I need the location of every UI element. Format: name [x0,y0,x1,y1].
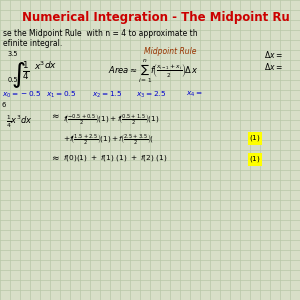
Text: $(1)$: $(1)$ [249,133,261,143]
Text: 0.5: 0.5 [8,76,18,82]
Text: Midpoint Rule: Midpoint Rule [144,46,196,56]
Text: $x^3$: $x^3$ [34,59,46,71]
Text: $+ f\!\left(\frac{1.5+2.5}{2}\right)\!(1) + f\!\left(\frac{2.5+3.5}{2}\right)\!(: $+ f\!\left(\frac{1.5+2.5}{2}\right)\!(1… [63,132,154,146]
Text: $\approx$: $\approx$ [50,153,60,162]
Text: $f(0)(1)\ +\ f(1)\ (1)\ +\ f(2)\ (1)$: $f(0)(1)\ +\ f(1)\ (1)\ +\ f(2)\ (1)$ [63,153,167,163]
Text: $f\!\left(\frac{-0.5+0.5}{2}\right)\!(1) + f\!\left(\frac{0.5+1.5}{2}\right)\!(1: $f\!\left(\frac{-0.5+0.5}{2}\right)\!(1)… [63,112,159,126]
Text: efinite integral.: efinite integral. [3,39,62,48]
Text: $(1)$: $(1)$ [249,154,261,164]
Text: $\int$: $\int$ [11,60,26,90]
Text: 6: 6 [2,102,6,108]
Text: $x_4 =$: $x_4 =$ [186,90,203,99]
Text: $x_0 = -0.5$: $x_0 = -0.5$ [2,90,41,100]
Text: $dx$: $dx$ [44,59,58,70]
Text: 3.5: 3.5 [8,51,18,57]
Text: $\Delta x =$: $\Delta x =$ [264,61,283,73]
Text: Numerical Integration - The Midpoint Ru: Numerical Integration - The Midpoint Ru [22,11,290,23]
Text: $x_2 = 1.5$: $x_2 = 1.5$ [92,90,122,100]
Text: $\frac{1}{4}x^3 dx$: $\frac{1}{4}x^3 dx$ [6,114,32,130]
Text: $x_1 = 0.5$: $x_1 = 0.5$ [46,90,76,100]
Text: $x_3 = 2.5$: $x_3 = 2.5$ [136,90,166,100]
Text: $\Delta x =$: $\Delta x =$ [264,50,283,61]
Text: se the Midpoint Rule  with n = 4 to approximate th: se the Midpoint Rule with n = 4 to appro… [3,28,198,38]
Text: $Area \approx \sum_{i=1}^{n} f\!\left(\frac{x_{i-1}+x_i}{2}\right)\!\Delta\, x$: $Area \approx \sum_{i=1}^{n} f\!\left(\f… [108,57,199,85]
Text: $\approx$: $\approx$ [50,112,60,121]
Text: $\frac{1}{4}$: $\frac{1}{4}$ [22,60,30,82]
